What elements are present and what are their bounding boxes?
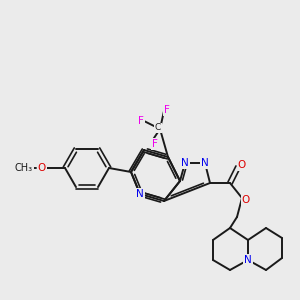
Text: F: F — [152, 139, 158, 149]
Text: O: O — [238, 160, 246, 170]
Text: F: F — [138, 116, 144, 126]
Text: N: N — [181, 158, 189, 168]
Text: C: C — [155, 124, 161, 133]
Text: N: N — [136, 189, 144, 199]
Text: O: O — [242, 195, 250, 205]
Text: CH₃: CH₃ — [15, 163, 33, 173]
Text: F: F — [164, 105, 170, 115]
Text: O: O — [38, 163, 46, 173]
Text: N: N — [201, 158, 209, 168]
Text: N: N — [244, 255, 252, 265]
